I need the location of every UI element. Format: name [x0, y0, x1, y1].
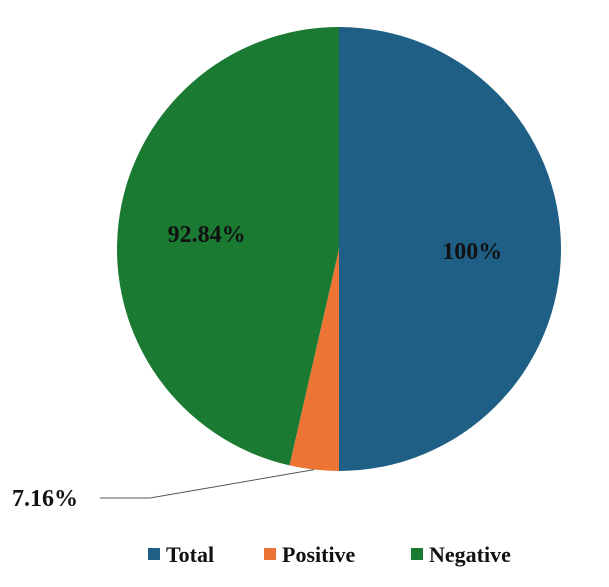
data-label-positive: 7.16%	[12, 486, 78, 512]
data-labels: 100% 92.84% 7.16%	[12, 222, 502, 512]
pie-slice-negative	[116, 27, 339, 466]
legend: Total Positive Negative	[148, 542, 511, 567]
legend-label-positive: Positive	[282, 542, 356, 567]
pie-slices	[116, 27, 561, 471]
legend-swatch-positive	[264, 548, 276, 560]
leader-line-positive	[100, 469, 315, 499]
data-label-negative: 92.84%	[168, 222, 246, 248]
legend-swatch-total	[148, 548, 160, 560]
legend-label-negative: Negative	[429, 542, 511, 567]
legend-swatch-negative	[411, 548, 423, 560]
data-label-total: 100%	[442, 239, 502, 265]
pie-slice-total	[339, 27, 561, 471]
pie-slice-positive	[289, 249, 339, 471]
legend-label-total: Total	[166, 542, 214, 567]
